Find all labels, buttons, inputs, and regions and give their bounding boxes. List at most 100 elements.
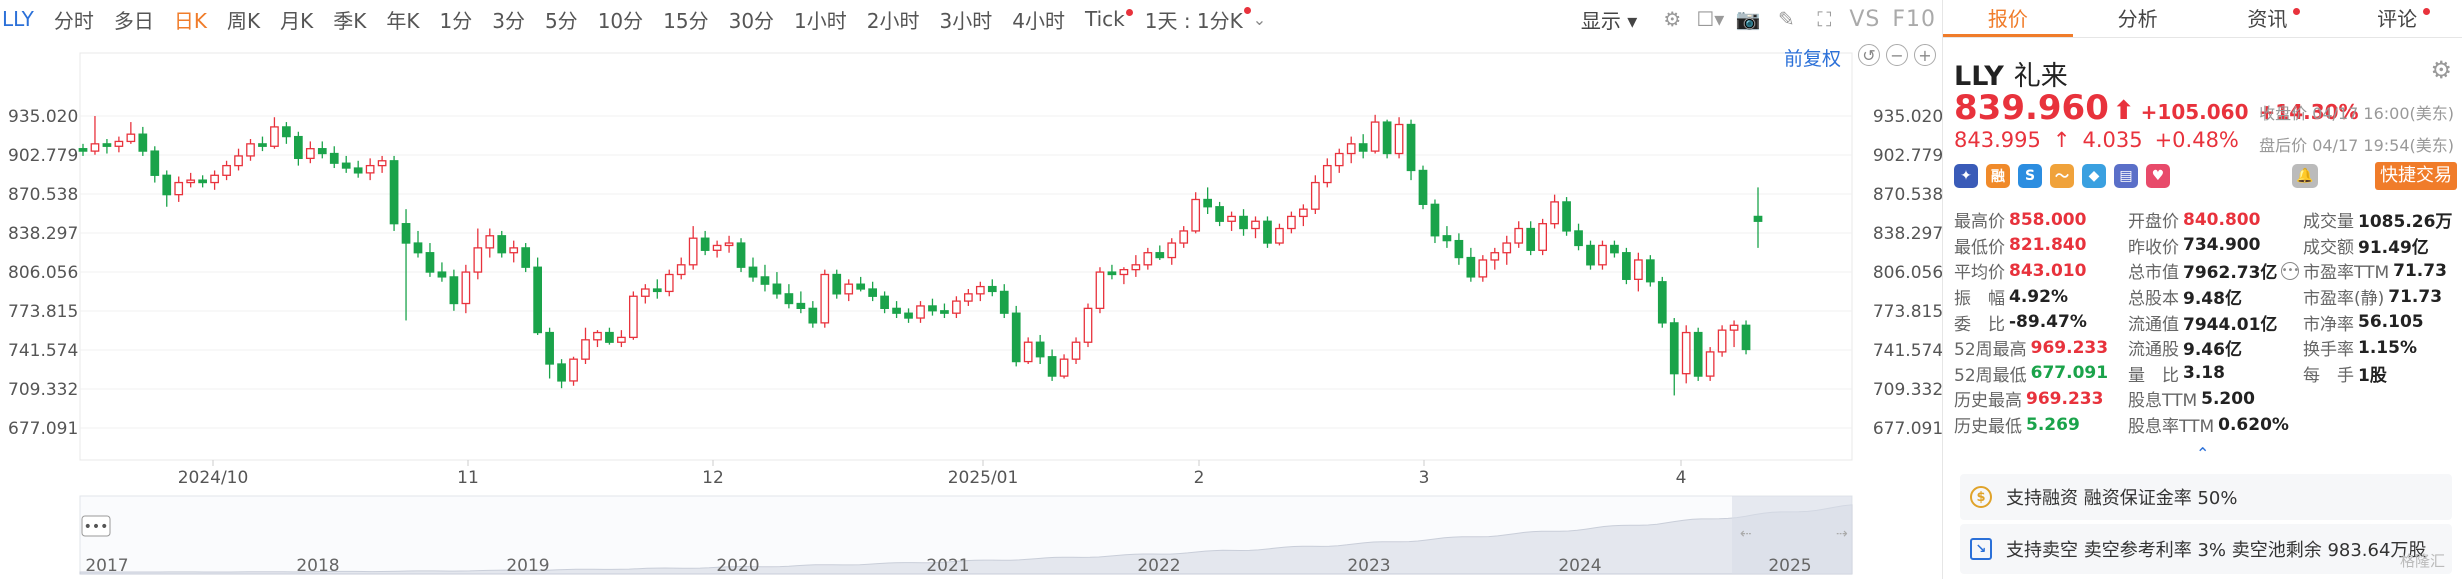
- options-badge-icon[interactable]: 〜: [2050, 164, 2074, 188]
- timeframe-6[interactable]: 年K: [386, 8, 420, 33]
- x-tick-label: 11: [457, 468, 479, 488]
- tag-badge-icon[interactable]: ◆: [2082, 164, 2106, 188]
- more-icon: •••: [84, 519, 109, 535]
- timeframe-8[interactable]: 3分: [492, 8, 525, 33]
- reset-icon[interactable]: ↺: [1858, 44, 1880, 66]
- tab-0[interactable]: 报价: [1943, 0, 2073, 37]
- zoom-out-icon[interactable]: −: [1886, 44, 1908, 66]
- watermark-logo: 格隆汇: [2400, 552, 2446, 570]
- pencil-icon[interactable]: ✎: [1777, 7, 1795, 31]
- after-hours-change: 4.035: [2082, 128, 2143, 152]
- candle-up: [114, 140, 124, 147]
- candle-up: [963, 293, 973, 302]
- up-arrow-icon: ⬆: [2112, 96, 2135, 126]
- quote-cell: 股息TTM 5.200: [2128, 386, 2303, 412]
- quote-label: 成交额: [2303, 237, 2354, 258]
- y-tick-label-right: 709.332: [1873, 380, 1942, 400]
- candle-down: [353, 167, 363, 174]
- stock-name: 礼来: [2013, 61, 2068, 92]
- timeframe-11[interactable]: 15分: [663, 8, 709, 33]
- tab-3[interactable]: 评论: [2332, 0, 2462, 37]
- candle-up: [1717, 329, 1727, 353]
- quote-label: 最低价: [1954, 237, 2005, 258]
- overview-menu-icon[interactable]: [81, 515, 111, 537]
- candle-down: [1239, 215, 1248, 230]
- quote-row: 平均价 843.010 总市值 7962.73亿 ••• 市盈率TTM 71.73: [1954, 258, 2459, 284]
- timeframe-4[interactable]: 月K: [280, 8, 314, 33]
- timeframe-3[interactable]: 周K: [226, 8, 261, 33]
- left-handle-icon[interactable]: ⇠: [1740, 526, 1752, 542]
- camera-icon[interactable]: 📷: [1735, 7, 1761, 31]
- candle-up: [473, 247, 483, 273]
- candle-down: [102, 143, 112, 147]
- heart-badge-icon[interactable]: ♥: [2146, 164, 2170, 188]
- gear-icon[interactable]: ⚙: [1663, 7, 1682, 31]
- timeframe-2[interactable]: 日K: [173, 8, 207, 33]
- bell-icon[interactable]: 🔔: [2292, 164, 2318, 188]
- timeframe-18[interactable]: 1天 : 1分K: [1135, 5, 1253, 34]
- quote-cell: 振 幅 4.92%: [1954, 284, 2128, 310]
- fullscreen-icon[interactable]: ⛶: [1817, 7, 1832, 31]
- timeframe-15[interactable]: 3小时: [939, 8, 993, 33]
- quote-cell: 成交量 1085.26万: [2303, 207, 2459, 232]
- short-info-box[interactable]: ↘ 支持卖空 卖空参考利率 3% 卖空池剩余 983.64万股: [1960, 524, 2452, 574]
- timeframe-5[interactable]: 季K: [333, 8, 367, 33]
- candle-up: [246, 143, 255, 157]
- vs-button[interactable]: VS: [1849, 6, 1881, 32]
- timeframe-1[interactable]: 多日: [113, 8, 154, 33]
- timeframe-10[interactable]: 10分: [597, 8, 644, 33]
- tab-1[interactable]: 分析: [2073, 0, 2203, 37]
- zoom-in-icon[interactable]: +: [1914, 44, 1936, 66]
- timeframe-17[interactable]: Tick: [1075, 7, 1135, 31]
- adjust-price-button[interactable]: 前复权: [1784, 48, 1842, 70]
- f10-button[interactable]: F10: [1892, 6, 1936, 32]
- quote-cell: 52周最低 677.091: [1954, 361, 2128, 386]
- quote-label: 成交量: [2303, 212, 2354, 233]
- candle-down: [282, 126, 291, 138]
- more-icon[interactable]: •••: [2281, 261, 2300, 280]
- panel-settings-icon[interactable]: ⚙: [2430, 56, 2452, 84]
- quote-cell: 总市值 7962.73亿 •••: [2128, 258, 2303, 283]
- timeframe-9[interactable]: 5分: [544, 8, 578, 33]
- candle-up: [1131, 264, 1141, 271]
- chevron-up-icon[interactable]: ⌃: [2196, 444, 2210, 463]
- candlestick-chart[interactable]: 935.020 935.020 902.779 902.779 870.538 870.5…: [0, 38, 1942, 579]
- new-dot-icon: [1243, 6, 1251, 14]
- candle-up: [509, 247, 519, 254]
- tab-label: 报价: [1987, 7, 2028, 31]
- timeframe-16[interactable]: 4小时: [1012, 8, 1065, 33]
- quote-label: 总市值: [2128, 263, 2179, 284]
- candle-down: [868, 288, 878, 297]
- overview-selection[interactable]: [1732, 496, 1852, 574]
- report-badge-icon[interactable]: ▤: [2114, 164, 2138, 188]
- tab-label: 评论: [2377, 7, 2418, 31]
- layout-icon[interactable]: ☐▾: [1696, 7, 1725, 31]
- timeframe-7[interactable]: 1分: [439, 8, 473, 33]
- timeframe-13[interactable]: 1小时: [794, 8, 847, 33]
- quote-label: 市盈率TTM: [2303, 263, 2390, 284]
- quote-cell: 平均价 843.010: [1954, 258, 2128, 284]
- candle-down: [1442, 235, 1452, 242]
- candle-up: [1322, 164, 1332, 184]
- quote-grid: 最高价 858.000 开盘价 840.800 成交量 1085.26万 最低价 821.84…: [1954, 207, 2459, 437]
- margin-badge-icon[interactable]: 融: [1986, 164, 2010, 188]
- short-badge-icon[interactable]: S: [2018, 164, 2042, 188]
- quick-trade-button[interactable]: 快捷交易: [2375, 162, 2457, 190]
- candle-down: [162, 174, 172, 196]
- candle-down: [437, 271, 447, 278]
- quote-row: 最高价 858.000 开盘价 840.800 成交量 1085.26万: [1954, 207, 2459, 233]
- quote-value: 9.48亿: [2183, 289, 2242, 310]
- quote-label: 历史最低: [1954, 417, 2022, 438]
- y-tick-label-right: 935.020: [1873, 107, 1942, 127]
- right-handle-icon[interactable]: ⇢: [1836, 526, 1848, 542]
- timeframe-12[interactable]: 30分: [728, 8, 775, 33]
- timeframe-0[interactable]: 分时: [53, 8, 94, 33]
- candle-down: [940, 310, 949, 314]
- display-menu-button[interactable]: 显示 ▾: [1580, 8, 1638, 33]
- candle-down: [413, 242, 423, 254]
- tab-2[interactable]: 资讯: [2203, 0, 2333, 37]
- timeframe-14[interactable]: 2小时: [866, 8, 920, 33]
- candle-down: [1406, 123, 1416, 172]
- ticker-label[interactable]: LLY: [2, 7, 34, 31]
- margin-info-box[interactable]: $ 支持融资 融资保证金率 50%: [1960, 474, 2452, 520]
